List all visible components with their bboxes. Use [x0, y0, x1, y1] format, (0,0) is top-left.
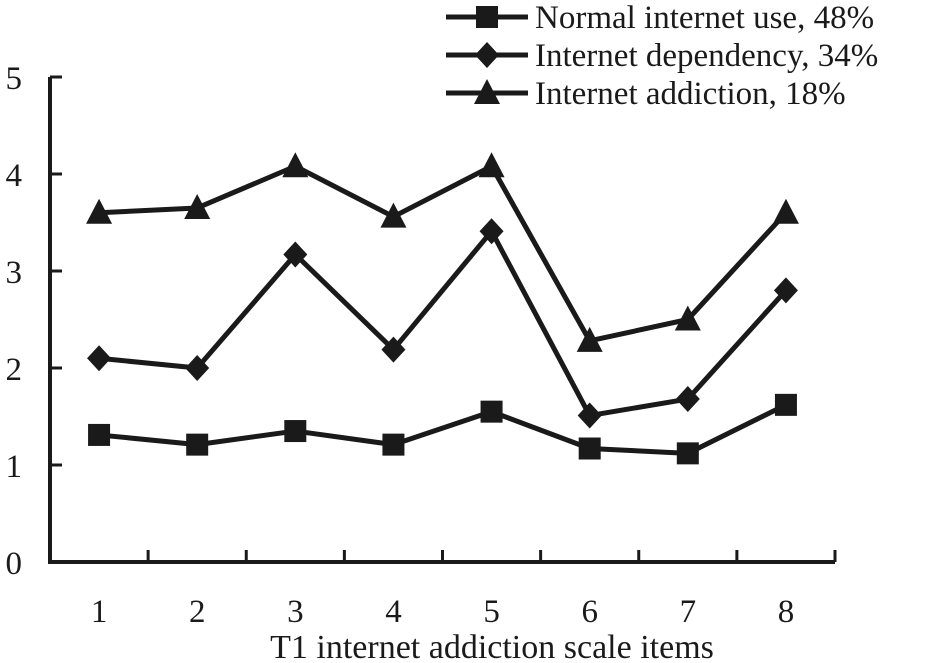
legend-item: Internet addiction, 18%	[446, 76, 846, 112]
x-tick-label: 8	[778, 594, 795, 630]
axes: 0 1 2 3 4 5 1 2 3 4 5 6 7 8	[6, 61, 837, 630]
data-point	[772, 198, 799, 224]
series-line	[98, 402, 788, 456]
data-point	[87, 345, 112, 372]
y-tick-label: 3	[6, 255, 23, 291]
data-point	[184, 193, 211, 219]
x-tick-label: 1	[91, 594, 108, 630]
series-diamond	[87, 218, 798, 429]
legend-marker	[474, 79, 500, 104]
data-point	[478, 152, 505, 178]
data-point	[578, 437, 601, 460]
data-point	[380, 202, 407, 228]
data-point	[676, 442, 699, 465]
data-point	[283, 241, 308, 268]
x-tick-label: 6	[581, 594, 598, 630]
y-tick-label: 5	[6, 61, 23, 97]
data-point	[185, 355, 210, 381]
data-point	[381, 336, 406, 363]
legend-item: Internet dependency, 34%	[446, 38, 878, 74]
x-tick-label: 7	[680, 594, 697, 630]
data-point	[479, 218, 504, 245]
data-point	[186, 433, 209, 456]
data-point	[773, 277, 798, 304]
legend-marker	[475, 42, 499, 68]
x-axis-label: T1 internet addiction scale items	[270, 629, 714, 663]
data-point	[674, 305, 701, 331]
y-tick-label: 4	[6, 158, 23, 194]
data-point	[382, 433, 405, 456]
y-tick-label: 2	[6, 352, 23, 388]
series-layer	[86, 152, 799, 465]
x-tick-label: 4	[385, 594, 402, 630]
legend: Normal internet use, 48%Internet depende…	[446, 0, 878, 112]
series-line	[98, 163, 788, 344]
data-point	[577, 402, 602, 429]
data-point	[86, 198, 113, 224]
series-line	[98, 228, 788, 419]
y-tick-label: 1	[6, 449, 23, 485]
data-point	[88, 423, 111, 446]
data-point	[480, 400, 503, 423]
data-point	[774, 393, 797, 416]
x-tick-label: 3	[287, 594, 304, 630]
legend-item: Normal internet use, 48%	[446, 0, 874, 36]
x-tick-label: 5	[483, 594, 500, 630]
data-point	[576, 326, 603, 352]
x-tick-label: 2	[189, 594, 206, 630]
data-point	[282, 152, 309, 178]
data-point	[675, 386, 700, 413]
legend-label: Internet dependency, 34%	[535, 38, 878, 74]
legend-label: Internet addiction, 18%	[535, 76, 846, 112]
legend-marker	[476, 6, 498, 28]
legend-label: Normal internet use, 48%	[535, 0, 874, 36]
y-tick-label: 0	[6, 546, 23, 582]
data-point	[284, 420, 307, 443]
series-square	[88, 393, 797, 465]
series-triangle	[86, 152, 799, 352]
